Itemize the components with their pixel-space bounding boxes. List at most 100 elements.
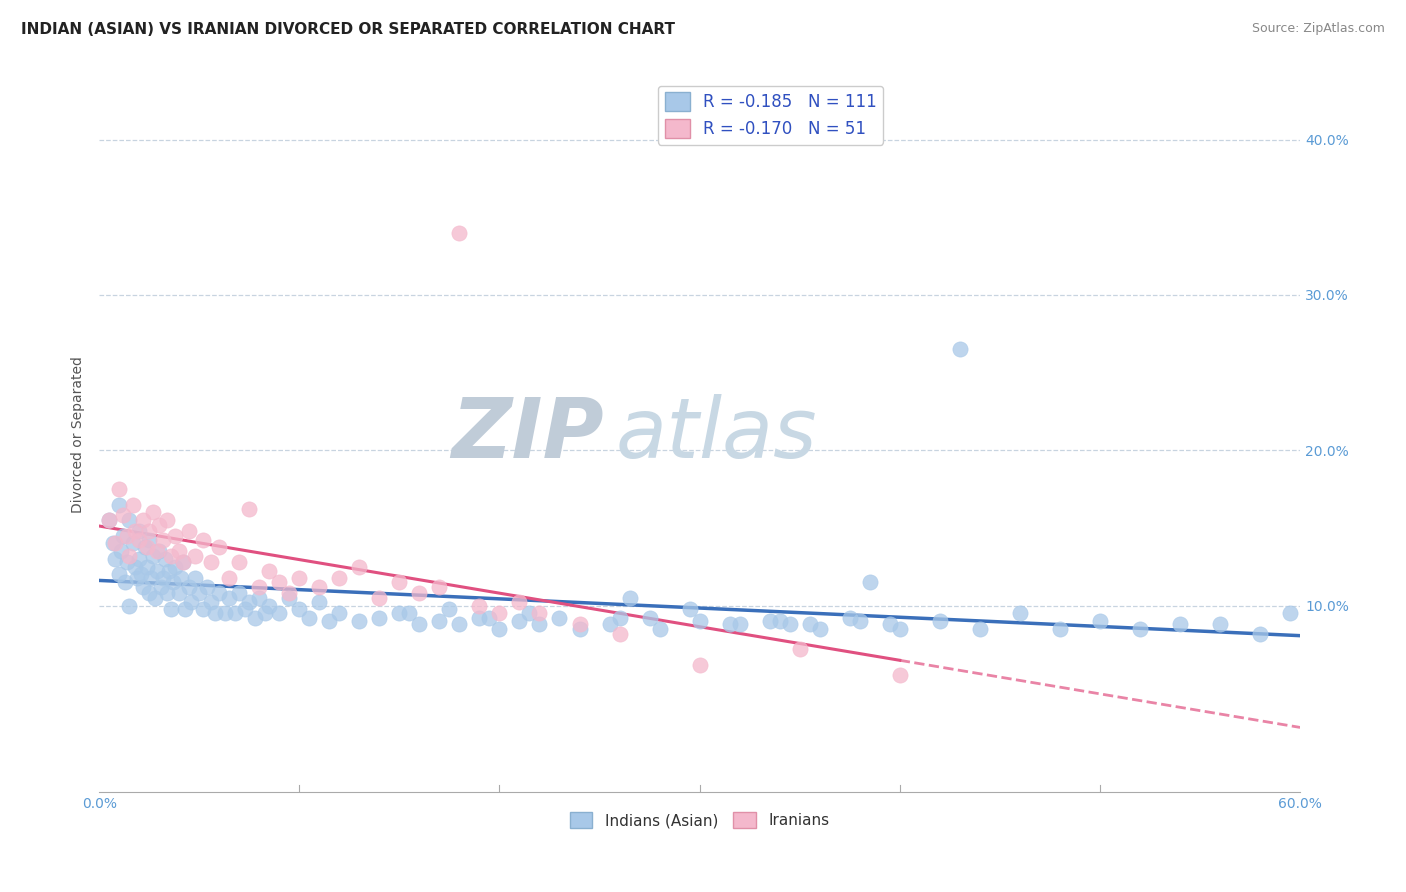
Point xyxy=(429,580,451,594)
Point xyxy=(398,607,420,621)
Point xyxy=(619,591,641,605)
Point xyxy=(648,622,671,636)
Point xyxy=(859,575,882,590)
Point xyxy=(142,505,165,519)
Point xyxy=(132,513,155,527)
Point xyxy=(115,529,138,543)
Point xyxy=(200,555,222,569)
Point xyxy=(142,549,165,563)
Point xyxy=(233,601,256,615)
Point xyxy=(162,575,184,590)
Point xyxy=(468,599,491,613)
Y-axis label: Divorced or Separated: Divorced or Separated xyxy=(72,356,86,513)
Point xyxy=(180,595,202,609)
Point xyxy=(308,580,330,594)
Point xyxy=(408,617,430,632)
Point xyxy=(193,601,215,615)
Point xyxy=(228,555,250,569)
Point xyxy=(128,533,150,548)
Point xyxy=(160,549,183,563)
Point xyxy=(429,614,451,628)
Point xyxy=(969,622,991,636)
Point xyxy=(195,580,218,594)
Point xyxy=(138,586,160,600)
Point xyxy=(128,552,150,566)
Point xyxy=(167,544,190,558)
Point xyxy=(799,617,821,632)
Point xyxy=(1129,622,1152,636)
Point xyxy=(152,533,174,548)
Point xyxy=(115,555,138,569)
Point xyxy=(148,517,170,532)
Point xyxy=(179,524,201,538)
Point xyxy=(638,611,661,625)
Point xyxy=(108,498,131,512)
Point xyxy=(488,622,510,636)
Point xyxy=(118,599,141,613)
Point xyxy=(288,571,311,585)
Point xyxy=(108,482,131,496)
Point xyxy=(134,540,156,554)
Legend: Indians (Asian), Iranians: Indians (Asian), Iranians xyxy=(564,805,835,834)
Point xyxy=(98,513,121,527)
Point xyxy=(488,607,510,621)
Point xyxy=(519,607,541,621)
Point xyxy=(214,607,236,621)
Point xyxy=(318,614,340,628)
Point xyxy=(136,540,159,554)
Point xyxy=(170,571,193,585)
Point xyxy=(769,614,792,628)
Point xyxy=(1008,607,1031,621)
Point xyxy=(247,591,270,605)
Point xyxy=(165,559,187,574)
Point xyxy=(269,575,291,590)
Point xyxy=(838,611,860,625)
Point xyxy=(156,586,179,600)
Point xyxy=(529,617,551,632)
Point xyxy=(449,617,471,632)
Point xyxy=(269,607,291,621)
Point xyxy=(165,529,187,543)
Point xyxy=(167,586,190,600)
Point xyxy=(308,595,330,609)
Point xyxy=(889,622,911,636)
Point xyxy=(245,611,267,625)
Point xyxy=(146,565,169,579)
Point xyxy=(148,544,170,558)
Point xyxy=(508,614,530,628)
Point xyxy=(143,591,166,605)
Point xyxy=(110,544,132,558)
Point xyxy=(408,586,430,600)
Point xyxy=(104,536,127,550)
Point xyxy=(779,617,801,632)
Point xyxy=(238,502,260,516)
Point xyxy=(160,601,183,615)
Point xyxy=(1279,607,1302,621)
Text: Source: ZipAtlas.com: Source: ZipAtlas.com xyxy=(1251,22,1385,36)
Point xyxy=(949,343,972,357)
Point xyxy=(247,580,270,594)
Point xyxy=(259,599,281,613)
Point xyxy=(174,601,197,615)
Point xyxy=(1168,617,1191,632)
Point xyxy=(98,513,121,527)
Point xyxy=(254,607,277,621)
Point xyxy=(112,508,135,523)
Point xyxy=(529,607,551,621)
Point xyxy=(478,611,501,625)
Point xyxy=(122,536,145,550)
Point xyxy=(104,552,127,566)
Point xyxy=(208,586,231,600)
Point xyxy=(208,540,231,554)
Point xyxy=(132,580,155,594)
Point xyxy=(349,614,371,628)
Point xyxy=(879,617,901,632)
Point xyxy=(388,575,411,590)
Point xyxy=(112,529,135,543)
Point xyxy=(146,544,169,558)
Point xyxy=(449,226,471,240)
Point xyxy=(172,555,194,569)
Point xyxy=(928,614,950,628)
Point xyxy=(141,571,163,585)
Point xyxy=(129,567,152,582)
